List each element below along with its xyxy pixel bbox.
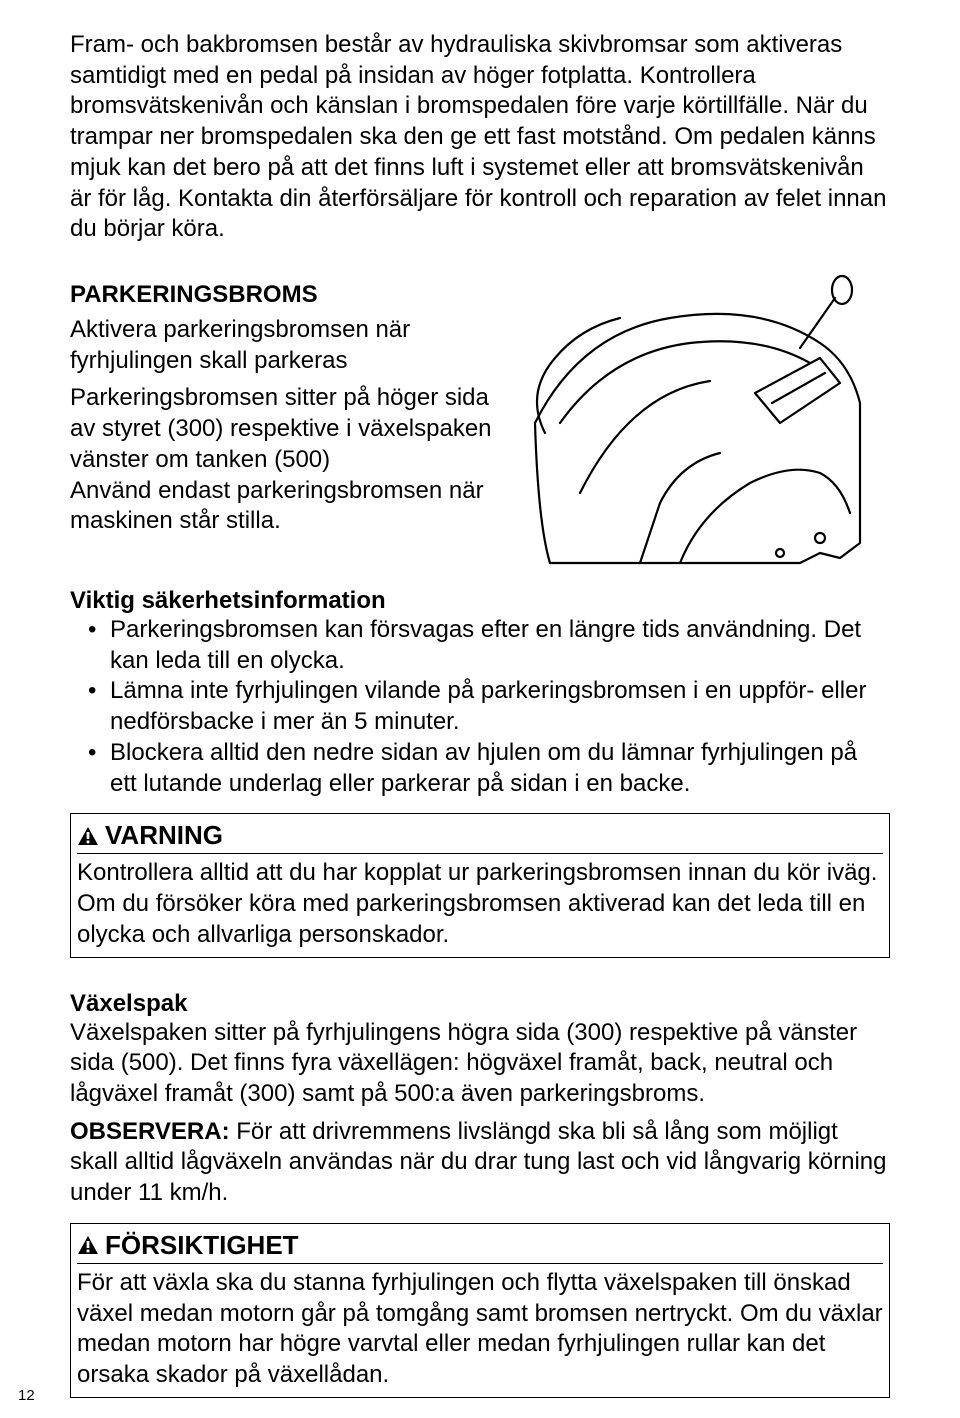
right-column [520, 263, 890, 573]
parking-brake-heading: PARKERINGSBROMS [70, 281, 500, 309]
two-column-section: PARKERINGSBROMS Aktivera parkeringsbroms… [70, 263, 890, 573]
warning-title-row: VARNING [77, 816, 883, 854]
warning-title: VARNING [105, 820, 223, 851]
parking-location-text: Parkeringsbromsen sitter på höger sida a… [70, 383, 500, 537]
observera-label: OBSERVERA: [70, 1118, 230, 1145]
document-page: Fram- och bakbromsen består av hydraulis… [0, 0, 960, 1418]
alert-triangle-icon [77, 1235, 99, 1255]
observera-paragraph: OBSERVERA: För att drivremmens livslängd… [70, 1117, 890, 1209]
caution-body: För att växla ska du stanna fyrhjulingen… [77, 1268, 883, 1391]
parking-activate-text: Aktivera parkeringsbromsen när fyrhjulin… [70, 315, 500, 376]
safety-bullet-list: Parkeringsbromsen kan försvagas efter en… [70, 615, 890, 799]
safety-bullet: Lämna inte fyrhjulingen vilande på parke… [70, 676, 890, 737]
warning-box: VARNING Kontrollera alltid att du har ko… [70, 813, 890, 957]
intro-paragraph: Fram- och bakbromsen består av hydraulis… [70, 30, 890, 245]
caution-title-row: FÖRSIKTIGHET [77, 1226, 883, 1264]
left-column: PARKERINGSBROMS Aktivera parkeringsbroms… [70, 263, 500, 573]
page-number: 12 [18, 1387, 35, 1404]
parking-brake-diagram [520, 263, 890, 573]
gearshift-text: Växelspaken sitter på fyrhjulingens högr… [70, 1018, 890, 1110]
safety-heading: Viktig säkerhetsinformation [70, 587, 890, 615]
warning-body: Kontrollera alltid att du har kopplat ur… [77, 858, 883, 950]
safety-bullet: Parkeringsbromsen kan försvagas efter en… [70, 615, 890, 676]
alert-triangle-icon [77, 826, 99, 846]
caution-title: FÖRSIKTIGHET [105, 1230, 299, 1261]
caution-box: FÖRSIKTIGHET För att växla ska du stanna… [70, 1223, 890, 1398]
safety-bullet: Blockera alltid den nedre sidan av hjule… [70, 738, 890, 799]
gearshift-heading: Växelspak [70, 990, 890, 1018]
